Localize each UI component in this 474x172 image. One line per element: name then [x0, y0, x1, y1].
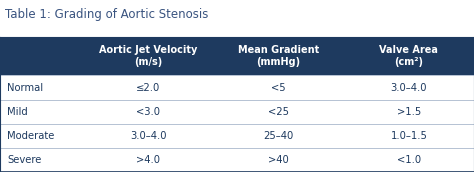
Text: 3.0–4.0: 3.0–4.0	[391, 83, 427, 93]
Text: Mild: Mild	[7, 107, 28, 117]
Text: Aortic Jet Velocity
(m/s): Aortic Jet Velocity (m/s)	[99, 45, 197, 67]
Bar	[0, 37, 474, 76]
Text: <5: <5	[271, 83, 286, 93]
Text: ≤2.0: ≤2.0	[136, 83, 160, 93]
Bar	[0, 124, 474, 148]
Text: <25: <25	[268, 107, 289, 117]
Text: <1.0: <1.0	[397, 155, 421, 165]
Text: Table 1: Grading of Aortic Stenosis: Table 1: Grading of Aortic Stenosis	[5, 8, 208, 20]
Text: Valve Area
(cm²): Valve Area (cm²)	[379, 45, 438, 67]
Text: Normal: Normal	[7, 83, 43, 93]
Text: Moderate: Moderate	[7, 131, 55, 141]
Text: <3.0: <3.0	[136, 107, 160, 117]
Text: 1.0–1.5: 1.0–1.5	[391, 131, 427, 141]
Text: >40: >40	[268, 155, 289, 165]
Bar	[0, 148, 474, 172]
Text: >4.0: >4.0	[136, 155, 160, 165]
Text: 25–40: 25–40	[264, 131, 293, 141]
Bar	[0, 100, 474, 124]
Bar	[0, 76, 474, 100]
Text: >1.5: >1.5	[397, 107, 421, 117]
Text: Mean Gradient
(mmHg): Mean Gradient (mmHg)	[238, 45, 319, 67]
Text: Severe: Severe	[7, 155, 42, 165]
Text: 3.0–4.0: 3.0–4.0	[130, 131, 166, 141]
